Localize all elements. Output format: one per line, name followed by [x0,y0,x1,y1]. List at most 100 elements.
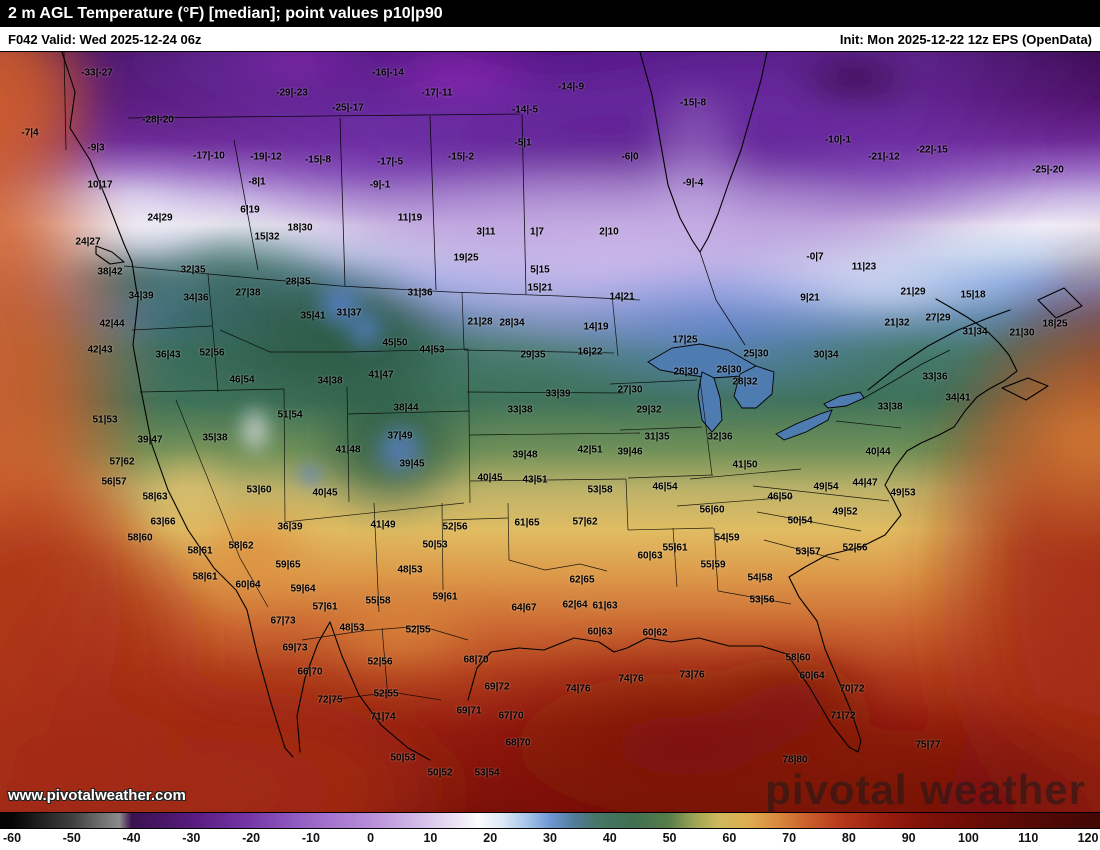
point-value: -9|-4 [682,177,704,189]
watermark-brand: pivotal weather [765,765,1086,812]
point-value: 60|64 [235,579,261,591]
point-value: 52|55 [373,688,399,700]
point-value: 58|63 [142,491,168,503]
great-lakes [647,343,865,441]
point-value: 75|77 [915,739,941,751]
point-value: 48|53 [339,622,365,634]
point-value: 31|36 [407,287,433,299]
point-value: 25|30 [743,348,769,360]
point-value: 49|54 [813,481,839,493]
point-value: 21|29 [900,286,926,298]
colorbar-legend: -60 -50 -40 -30 -20 -10 0 10 20 30 40 50 60 70 80 90 100… [0,812,1100,850]
point-value: 53|60 [246,484,272,496]
point-value: 36|39 [277,521,303,533]
point-value: 62|65 [569,574,595,586]
point-value: 42|44 [99,318,125,330]
point-value: 60|63 [587,626,613,638]
point-value: 26|30 [673,366,699,378]
point-value: 33|39 [545,388,571,400]
init-time-label: Init: Mon 2025-12-22 12z EPS (OpenData) [839,31,1092,47]
title-bar: 2 m AGL Temperature (°F) [median]; point… [0,0,1100,27]
point-value: 32|35 [180,264,206,276]
colorbar-tick-label: -10 [301,831,320,845]
point-value: 6|19 [240,204,260,216]
point-value: 39|46 [617,446,643,458]
point-value: -14|-5 [511,104,539,116]
point-value: 9|21 [800,292,820,304]
point-value: 74|76 [618,673,644,685]
point-value: 73|76 [679,669,705,681]
point-value: -15|-8 [304,154,332,166]
point-value: -0|7 [806,251,824,263]
point-value: 52|55 [405,624,431,636]
point-value: 33|38 [507,404,533,416]
point-value: 45|50 [382,337,408,349]
point-value: 42|43 [87,344,113,356]
point-value: 66|70 [297,666,323,678]
point-value: 51|53 [92,414,118,426]
point-value: 41|48 [335,444,361,456]
point-value: 29|35 [520,349,546,361]
point-value: 19|25 [453,252,479,264]
point-value: 67|73 [270,615,296,627]
colorbar-gradient [0,812,1100,829]
point-value: -25|-17 [332,102,364,114]
point-value: 60|64 [799,670,825,682]
point-value: 59|61 [432,591,458,603]
point-value: 60|63 [637,550,663,562]
point-value: 33|38 [877,401,903,413]
point-value: 2|10 [599,226,619,238]
point-value: 10|17 [87,179,113,191]
point-value: 49|53 [890,487,916,499]
point-value: 69|72 [484,681,510,693]
point-value: 57|62 [572,516,598,528]
point-value: 58|61 [192,571,218,583]
point-value: 36|43 [155,349,181,361]
point-value: 32|36 [707,431,733,443]
point-value: 61|65 [514,517,540,529]
colorbar-tick-label: 110 [1018,831,1039,845]
point-value: 52|56 [199,347,225,359]
colorbar-tick-label: 50 [662,831,677,845]
point-value: 31|35 [644,431,670,443]
point-value: 55|61 [662,542,688,554]
point-value: -22|-15 [916,144,948,156]
point-value: 29|32 [636,404,662,416]
point-value: 15|32 [254,231,280,243]
map-area[interactable]: -33|-27 -29|-23 -16|-14 -25|-17 -17|-11 -14|-… [0,52,1100,812]
point-value: 21|32 [884,317,910,329]
point-value: -10|-1 [824,134,852,146]
point-value: 53|54 [474,767,500,779]
point-value: 42|51 [577,444,603,456]
point-value: 35|41 [300,310,326,322]
point-value: 24|27 [75,236,101,248]
colorbar-tick-label: 90 [901,831,916,845]
colorbar-tick-label: 40 [602,831,617,845]
point-value: 61|63 [592,600,618,612]
point-value: 58|60 [785,652,811,664]
point-value: 44|53 [419,344,445,356]
point-value: 58|62 [228,540,254,552]
point-value: -29|-23 [276,87,308,99]
point-value: -16|-14 [372,67,404,79]
point-value: 54|59 [714,532,740,544]
colorbar-tick-label: 10 [423,831,438,845]
point-value: 16|22 [577,346,603,358]
point-value: 18|25 [1042,318,1068,330]
point-value: 55|58 [365,595,391,607]
point-value: 63|66 [150,516,176,528]
point-value: 51|54 [277,409,303,421]
point-value: 34|39 [128,290,154,302]
point-value: 37|49 [387,430,413,442]
point-value: 57|61 [312,601,338,613]
point-value: 57|62 [109,456,135,468]
point-value: 52|56 [842,542,868,554]
point-value: 27|30 [617,384,643,396]
point-value: 28|34 [499,317,525,329]
point-value: 39|47 [137,434,163,446]
colorbar-tick-label: -60 [2,831,22,845]
point-value: 50|53 [422,539,448,551]
point-value: -9|3 [87,142,105,154]
point-value: 5|15 [530,264,550,276]
